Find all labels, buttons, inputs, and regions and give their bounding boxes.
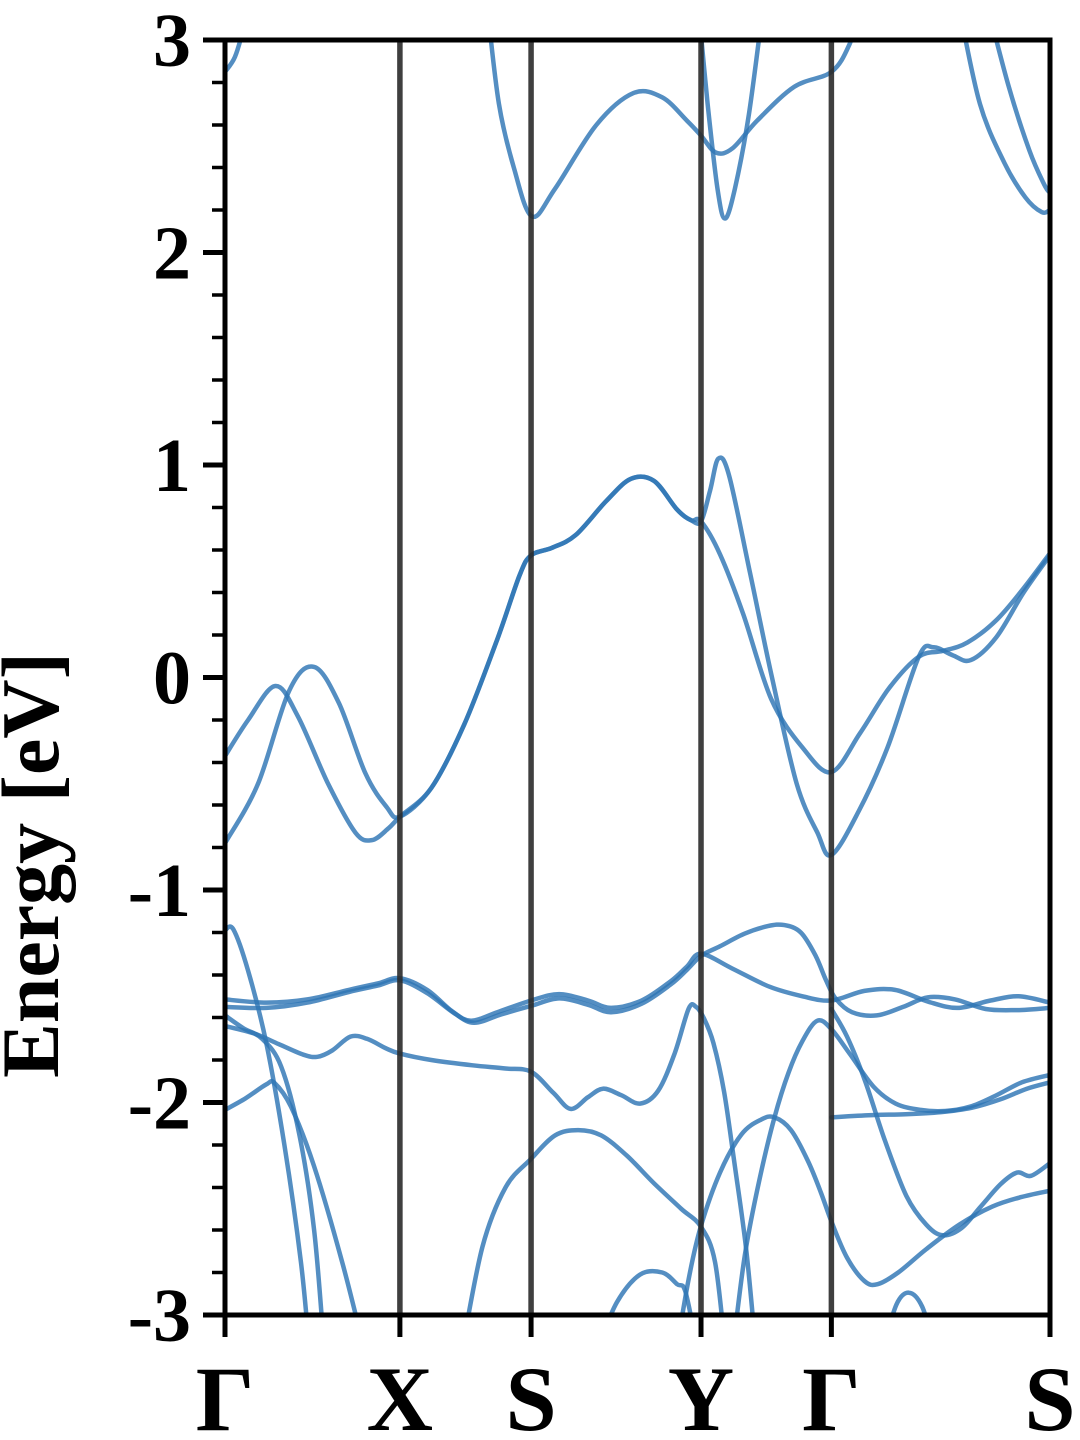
band-curve-band-05 [993, 40, 1050, 196]
band-curve-band-11 [225, 924, 309, 1315]
axes-spines [222, 37, 1053, 1318]
band-curve-band-04 [963, 40, 1050, 216]
band-curve-band-01 [225, 40, 243, 75]
high-symmetry-vlines [397, 40, 835, 1315]
y-axis-title: Energy [eV] [0, 652, 76, 1078]
x-tick-label: X [367, 1348, 433, 1440]
y-tick-label: 3 [153, 0, 191, 83]
y-tick-label: 1 [153, 424, 191, 508]
band-curve-band-15 [680, 1114, 1050, 1315]
band-curve-band-06 [225, 455, 1050, 858]
band-curve-band-19 [608, 1268, 693, 1315]
band-curve-band-08 [225, 951, 1050, 1023]
band-curves [225, 40, 1050, 1315]
x-tick-label: Γ [802, 1348, 861, 1440]
x-tick-label: S [1024, 1348, 1075, 1440]
band-curve-band-13 [225, 1078, 359, 1315]
y-tick-label: 0 [153, 637, 191, 721]
y-tick-label: -1 [128, 849, 191, 933]
y-axis-ticks [203, 37, 225, 1318]
band-curve-band-17 [829, 1080, 1050, 1120]
y-tick-label: -2 [128, 1062, 191, 1146]
x-axis-ticks [222, 1315, 1053, 1337]
band-curve-band-07 [225, 474, 1050, 846]
band-curve-band-20 [890, 1290, 928, 1315]
band-curve-band-09 [225, 922, 1050, 1026]
x-tick-label: Y [668, 1348, 734, 1440]
x-tick-label: Γ [196, 1348, 255, 1440]
band-curve-band-12 [225, 1013, 324, 1315]
x-tick-label: S [505, 1348, 556, 1440]
band-curve-band-02 [488, 40, 854, 220]
band-curve-band-03 [699, 40, 762, 221]
band-curve-band-10 [225, 1001, 755, 1315]
y-tick-label: -3 [128, 1274, 191, 1358]
y-tick-label: 2 [153, 212, 191, 296]
plot-border [222, 37, 1053, 1318]
y-tick-labels: 3 2 1 0 -1 -2 -3 [128, 0, 191, 1358]
band-curve-band-18 [829, 1006, 1050, 1238]
